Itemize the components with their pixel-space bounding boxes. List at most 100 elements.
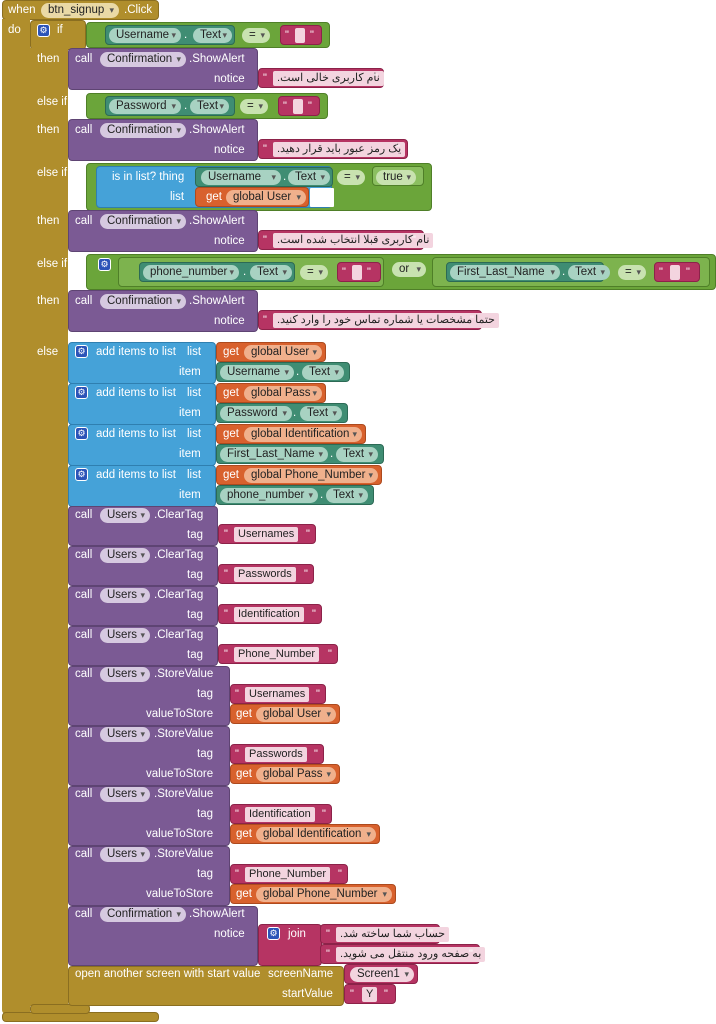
text-string-value[interactable]: .حتما مشخصات یا شماره تماس خود را وارد ک… <box>273 313 499 328</box>
variable-dropdown[interactable]: global Pass <box>256 767 336 782</box>
component-dropdown[interactable]: Username <box>220 365 294 380</box>
quote-open: " <box>326 928 330 940</box>
variable-dropdown[interactable]: global Phone_Number <box>256 887 392 902</box>
text-string-value[interactable]: Phone_Number <box>234 647 320 662</box>
property-dropdown[interactable]: Text <box>336 447 378 462</box>
mutator-gear-icon[interactable]: ⚙ <box>75 427 88 440</box>
quote-close: " <box>322 808 326 820</box>
variable-dropdown[interactable]: global User <box>256 707 336 722</box>
mutator-gear-icon[interactable]: ⚙ <box>37 24 50 37</box>
empty-string-value[interactable] <box>670 265 680 280</box>
component-dropdown[interactable]: Confirmation <box>100 52 186 67</box>
notice-label: notice <box>214 928 245 940</box>
component-dropdown[interactable]: Users <box>100 548 150 563</box>
text-string-value[interactable]: .یک رمز عبور باید قرار دهید <box>273 142 406 157</box>
text-string-value[interactable]: .به صفحه ورود منتقل می شوید <box>336 947 486 962</box>
variable-dropdown[interactable]: global Identification <box>244 427 362 442</box>
component-dropdown[interactable]: Users <box>100 628 150 643</box>
component-dropdown[interactable]: Confirmation <box>100 294 186 309</box>
text-string-value[interactable]: Identification <box>245 807 315 822</box>
quote-open: " <box>224 648 228 660</box>
operator-dropdown[interactable]: = <box>242 28 270 43</box>
call-label: call <box>75 908 93 920</box>
component-dropdown[interactable]: Users <box>100 847 150 862</box>
property-dropdown[interactable]: Text <box>326 488 368 503</box>
value-to-store-label: valueToStore <box>146 708 214 720</box>
component-dropdown[interactable]: Username <box>109 28 181 43</box>
component-dropdown[interactable]: Users <box>100 667 150 682</box>
call-label: call <box>75 629 93 641</box>
text-string-value[interactable]: Usernames <box>234 527 299 542</box>
property-dropdown[interactable]: Text <box>250 265 292 280</box>
add-items-block[interactable] <box>68 424 216 466</box>
add-items-block[interactable] <box>68 465 216 507</box>
text-string-value[interactable]: .نام کاربری خالی است <box>273 71 384 86</box>
operator-dropdown[interactable]: = <box>240 99 268 114</box>
mutator-gear-icon[interactable]: ⚙ <box>75 468 88 481</box>
operator-dropdown[interactable]: = <box>337 170 365 185</box>
component-dropdown[interactable]: First_Last_Name <box>450 265 560 280</box>
screen-dropdown[interactable]: Screen1 <box>350 967 414 982</box>
text-string-value[interactable]: Passwords <box>245 747 307 762</box>
variable-dropdown[interactable]: global Identification <box>256 827 376 842</box>
logic-operator-dropdown[interactable]: or <box>392 262 426 277</box>
component-dropdown[interactable]: Username <box>201 170 281 185</box>
variable-dropdown[interactable]: global User <box>244 345 322 360</box>
component-dropdown[interactable]: Confirmation <box>100 907 186 922</box>
text-string-value[interactable]: .نام کاربری قبلا انتخاب شده است <box>273 233 434 248</box>
component-dropdown[interactable]: Confirmation <box>100 214 186 229</box>
get-label: get <box>223 387 239 399</box>
mutator-gear-icon[interactable]: ⚙ <box>98 258 111 271</box>
operator-dropdown[interactable]: = <box>618 265 646 280</box>
quote-close: " <box>328 648 332 660</box>
component-dropdown[interactable]: Users <box>100 588 150 603</box>
component-dropdown[interactable]: Password <box>109 99 181 114</box>
add-items-block[interactable] <box>68 342 216 384</box>
property-dropdown[interactable]: Text <box>568 265 610 280</box>
variable-dropdown[interactable]: global Phone_Number <box>244 468 378 483</box>
variable-dropdown[interactable]: global Pass <box>244 386 322 401</box>
mutator-gear-icon[interactable]: ⚙ <box>75 345 88 358</box>
method-label: .ClearTag <box>154 549 204 561</box>
property-dropdown[interactable]: Text <box>193 28 232 43</box>
show-alert-block[interactable] <box>68 48 258 90</box>
component-dropdown[interactable]: Users <box>100 727 150 742</box>
property-dropdown[interactable]: Text <box>302 365 344 380</box>
operator-dropdown[interactable]: = <box>300 265 328 280</box>
property-dropdown[interactable]: Text <box>288 170 330 185</box>
component-dropdown[interactable]: Users <box>100 787 150 802</box>
dot-label: . <box>283 171 287 183</box>
quote-close: " <box>304 568 308 580</box>
component-dropdown[interactable]: Users <box>100 508 150 523</box>
method-label: .StoreValue <box>154 788 214 800</box>
component-dropdown[interactable]: Confirmation <box>100 123 186 138</box>
empty-string-value[interactable] <box>295 28 305 43</box>
empty-string-value[interactable] <box>352 265 362 280</box>
open-screen-block[interactable] <box>68 966 344 1006</box>
quote-close: " <box>306 528 310 540</box>
variable-dropdown[interactable]: global User <box>226 190 306 205</box>
text-string-value[interactable]: Passwords <box>234 567 296 582</box>
event-component-dropdown[interactable]: btn_signup <box>41 3 119 18</box>
mutator-gear-icon[interactable]: ⚙ <box>267 927 280 940</box>
text-string-value[interactable]: Phone_Number <box>245 867 331 882</box>
text-string-value[interactable]: .حساب شما ساخته شد <box>336 927 450 942</box>
property-dropdown[interactable]: Text <box>300 406 342 421</box>
component-dropdown[interactable]: phone_number <box>220 488 318 503</box>
get-label: get <box>236 768 252 780</box>
quote-open: " <box>224 568 228 580</box>
get-label: get <box>236 708 252 720</box>
property-dropdown[interactable]: Text <box>190 99 229 114</box>
component-dropdown[interactable]: Password <box>220 406 292 421</box>
do-label: do <box>8 24 21 36</box>
text-string-value[interactable]: Y <box>362 987 378 1002</box>
component-dropdown[interactable]: phone_number <box>143 265 239 280</box>
empty-string-value[interactable] <box>293 99 303 114</box>
text-string-value[interactable]: Usernames <box>245 687 310 702</box>
text-string-value[interactable]: Identification <box>234 607 304 622</box>
add-items-block[interactable] <box>68 383 216 425</box>
mutator-gear-icon[interactable]: ⚙ <box>75 386 88 399</box>
boolean-dropdown[interactable]: true <box>376 170 416 185</box>
show-alert-block[interactable] <box>68 290 258 332</box>
component-dropdown[interactable]: First_Last_Name <box>220 447 328 462</box>
